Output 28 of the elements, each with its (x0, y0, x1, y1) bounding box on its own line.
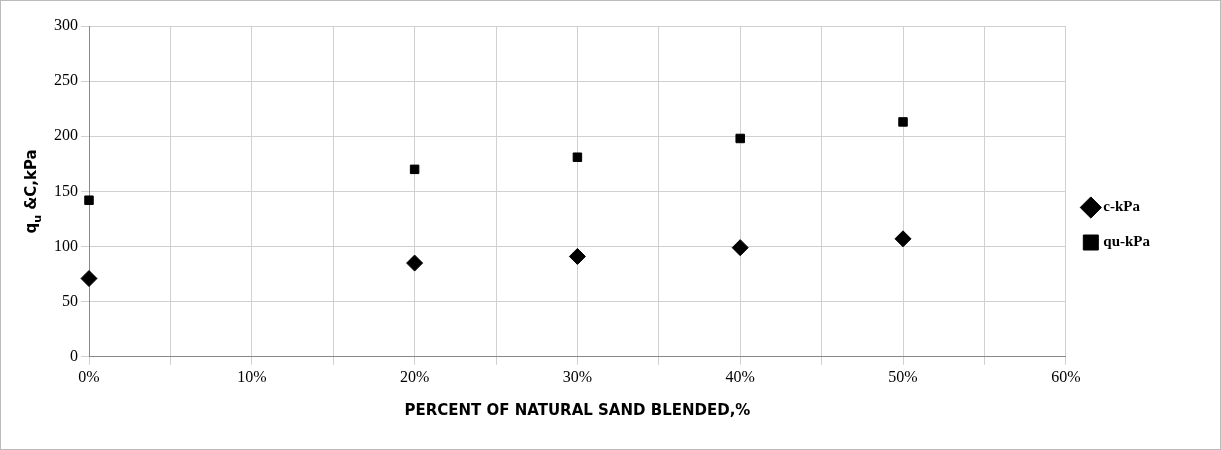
point (406, 254, 424, 272)
point (572, 152, 583, 162)
x-tick-label: 0% (78, 367, 100, 385)
point (898, 117, 908, 127)
x-axis-title: PERCENT OF NATURAL SAND BLENDED,% (404, 400, 751, 419)
x-tick-label: 50% (888, 367, 918, 385)
y-tick-label: 50 (62, 291, 78, 309)
point (84, 195, 94, 205)
point (894, 230, 912, 248)
legend-label: c-kPa (1103, 198, 1141, 215)
x-tick-label: 10% (237, 367, 267, 385)
point (409, 164, 420, 175)
x-tick-label: 20% (399, 367, 430, 385)
x-tick-label: 40% (725, 367, 755, 385)
y-tick-label: 150 (54, 181, 78, 199)
y-tick-label: 300 (54, 16, 78, 34)
y-tick-label: 200 (54, 126, 78, 144)
x-tick-label: 60% (1051, 367, 1081, 385)
x-tick-label: 30% (562, 367, 593, 385)
point (731, 239, 749, 257)
y-axis-title: qu &C,kPa (22, 149, 44, 234)
point (735, 133, 745, 144)
point (568, 247, 586, 265)
legend-label: qu-kPa (1103, 233, 1151, 250)
point (80, 270, 98, 288)
y-tick-label: 250 (54, 71, 78, 89)
y-tick-label: 100 (54, 236, 78, 254)
y-tick-label: 0 (70, 347, 78, 364)
